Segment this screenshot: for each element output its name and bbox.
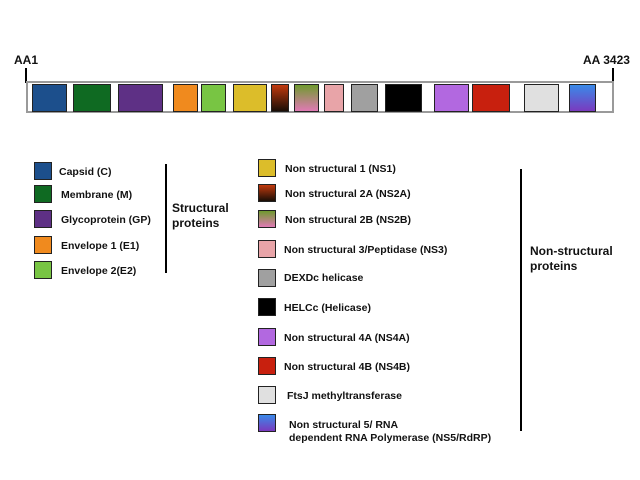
- segment-envelope-2: [201, 84, 226, 112]
- segment-envelope-1: [173, 84, 198, 112]
- genome-start-tick: [25, 68, 27, 83]
- legend-label-ns2a: Non structural 2A (NS2A): [285, 188, 411, 200]
- legend-swatch-ns4a: [258, 328, 276, 346]
- legend-swatch-membrane: [34, 185, 52, 203]
- nonstructural-group-label: Non-structural proteins: [530, 244, 613, 274]
- legend-swatch-helc: [258, 298, 276, 316]
- legend-label-ns5: Non structural 5/ RNA dependent RNA Poly…: [289, 419, 491, 445]
- legend-swatch-ns4b: [258, 357, 276, 375]
- legend-label-ns1: Non structural 1 (NS1): [285, 163, 396, 175]
- nonstructural-group-label-line2: proteins: [530, 259, 578, 273]
- legend-label-dexdc: DEXDc helicase: [284, 272, 364, 284]
- segment-dexdc-helicase: [351, 84, 378, 112]
- segment-ns3: [324, 84, 344, 112]
- segment-ns2b: [294, 84, 319, 112]
- legend-label-ns5-line1: Non structural 5/ RNA: [289, 419, 399, 431]
- structural-group-bracket: [165, 164, 167, 273]
- legend-label-ns2b: Non structural 2B (NS2B): [285, 214, 412, 226]
- legend-swatch-ftsj: [258, 386, 276, 404]
- segment-helc-helicase: [385, 84, 422, 112]
- structural-group-label-line1: Structural: [172, 201, 229, 215]
- genome-end-tick: [612, 68, 614, 83]
- legend-swatch-envelope-2: [34, 261, 52, 279]
- legend-swatch-glycoprotein: [34, 210, 52, 228]
- legend-label-glycoprotein: Glycoprotein (GP): [61, 214, 151, 226]
- legend-label-capsid: Capsid (C): [59, 166, 112, 178]
- segment-ns4a: [434, 84, 469, 112]
- segment-ns2a: [271, 84, 289, 112]
- legend-swatch-capsid: [34, 162, 52, 180]
- legend-swatch-ns2a: [258, 184, 276, 202]
- segment-membrane: [73, 84, 111, 112]
- legend-swatch-envelope-1: [34, 236, 52, 254]
- genome-end-label: AA 3423: [583, 53, 630, 67]
- legend-swatch-ns5: [258, 414, 276, 432]
- legend-swatch-ns3: [258, 240, 276, 258]
- structural-group-label: Structural proteins: [172, 201, 229, 231]
- legend-label-ns3: Non structural 3/Peptidase (NS3): [284, 244, 448, 256]
- legend-swatch-ns2b: [258, 210, 276, 228]
- legend-label-envelope-1: Envelope 1 (E1): [61, 240, 140, 252]
- structural-group-label-line2: proteins: [172, 216, 220, 230]
- segment-glycoprotein: [118, 84, 163, 112]
- legend-swatch-dexdc: [258, 269, 276, 287]
- segment-ns5: [569, 84, 596, 112]
- legend-label-ftsj: FtsJ methyltransferase: [287, 390, 402, 402]
- legend-label-helc: HELCc (Helicase): [284, 302, 371, 314]
- legend-label-ns4b: Non structural 4B (NS4B): [284, 361, 411, 373]
- genome-start-label: AA1: [14, 53, 39, 67]
- legend-label-ns4a: Non structural 4A (NS4A): [284, 332, 410, 344]
- nonstructural-group-label-line1: Non-structural: [530, 244, 613, 258]
- segment-ns1: [233, 84, 267, 112]
- segment-ns4b: [472, 84, 510, 112]
- legend-label-envelope-2: Envelope 2(E2): [61, 265, 137, 277]
- legend-swatch-ns1: [258, 159, 276, 177]
- nonstructural-group-bracket: [520, 169, 522, 431]
- legend-label-membrane: Membrane (M): [61, 189, 133, 201]
- legend-label-ns5-line2: dependent RNA Polymerase (NS5/RdRP): [289, 432, 492, 444]
- segment-capsid: [32, 84, 67, 112]
- segment-ftsj: [524, 84, 559, 112]
